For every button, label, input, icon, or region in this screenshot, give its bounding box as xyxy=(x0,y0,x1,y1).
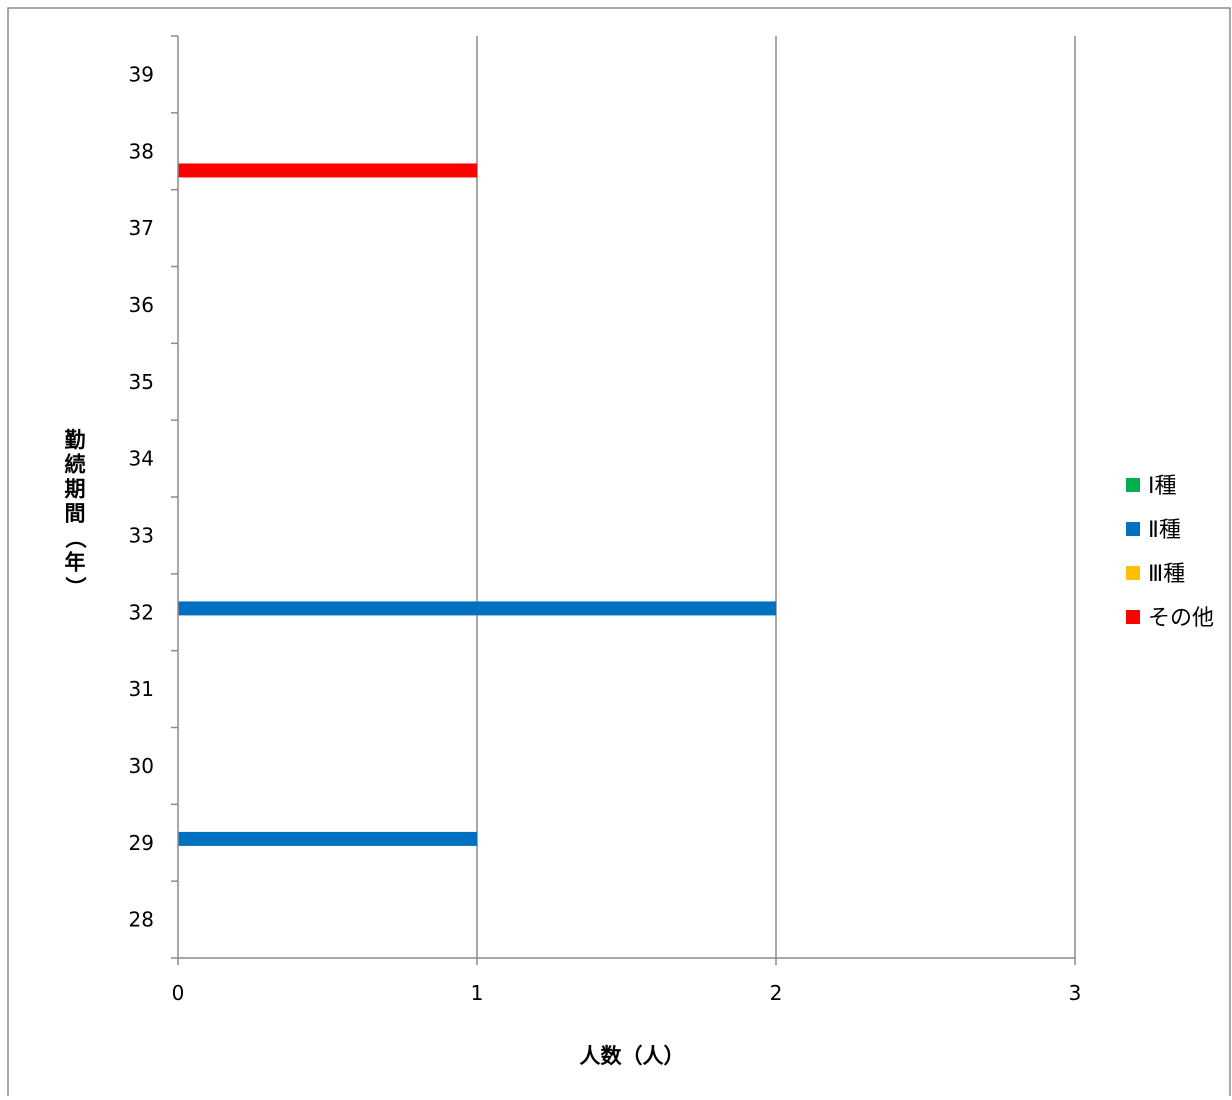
y-tick-label: 34 xyxy=(129,447,154,471)
y-tick-label: 38 xyxy=(129,139,154,163)
y-tick-label: 35 xyxy=(129,370,154,394)
y-tick-label: 39 xyxy=(129,62,154,86)
y-tick-label: 29 xyxy=(129,831,154,855)
y-axis-title-char: 年 xyxy=(65,551,86,575)
y-axis-title-char: 勤 xyxy=(65,428,86,452)
legend-swatch xyxy=(1126,610,1140,624)
y-axis-title-char: （ xyxy=(63,528,87,549)
x-tick-label: 1 xyxy=(471,981,484,1005)
bar xyxy=(178,831,477,846)
y-tick-label: 30 xyxy=(129,754,154,778)
legend-label: その他 xyxy=(1148,606,1214,631)
legend-swatch xyxy=(1126,522,1140,536)
bars xyxy=(178,163,776,846)
x-tick-label: 2 xyxy=(770,981,783,1005)
chart-border xyxy=(7,7,1231,1100)
y-axis-title-char: 続 xyxy=(65,453,86,477)
y-tick-label: 33 xyxy=(129,523,154,547)
y-tick-label: 36 xyxy=(129,293,154,317)
x-axis-title: 人数（人） xyxy=(580,1044,685,1068)
y-tick-label: 28 xyxy=(129,908,154,932)
legend-label: Ⅱ種 xyxy=(1148,518,1181,543)
gridlines xyxy=(476,36,1076,958)
y-tick-label: 31 xyxy=(129,677,154,701)
x-tick-label: 3 xyxy=(1069,981,1082,1005)
legend-swatch xyxy=(1126,478,1140,492)
y-axis-title-char: ） xyxy=(63,577,87,598)
legend-label: Ⅲ種 xyxy=(1148,562,1185,587)
y-axis-title-char: 間 xyxy=(65,502,86,526)
y-axis-title-char: 期 xyxy=(65,477,86,501)
bar xyxy=(178,601,776,616)
y-tick-label: 32 xyxy=(129,600,154,624)
x-tick-label: 0 xyxy=(172,981,185,1005)
legend-swatch xyxy=(1126,566,1140,580)
axes: 0 1 2 3 28 29 30 31 32 33 34 35 36 37 38 39 xyxy=(129,35,1082,1005)
legend-label: Ⅰ種 xyxy=(1148,474,1177,499)
y-tick-label: 37 xyxy=(129,216,154,240)
bar xyxy=(178,163,477,178)
